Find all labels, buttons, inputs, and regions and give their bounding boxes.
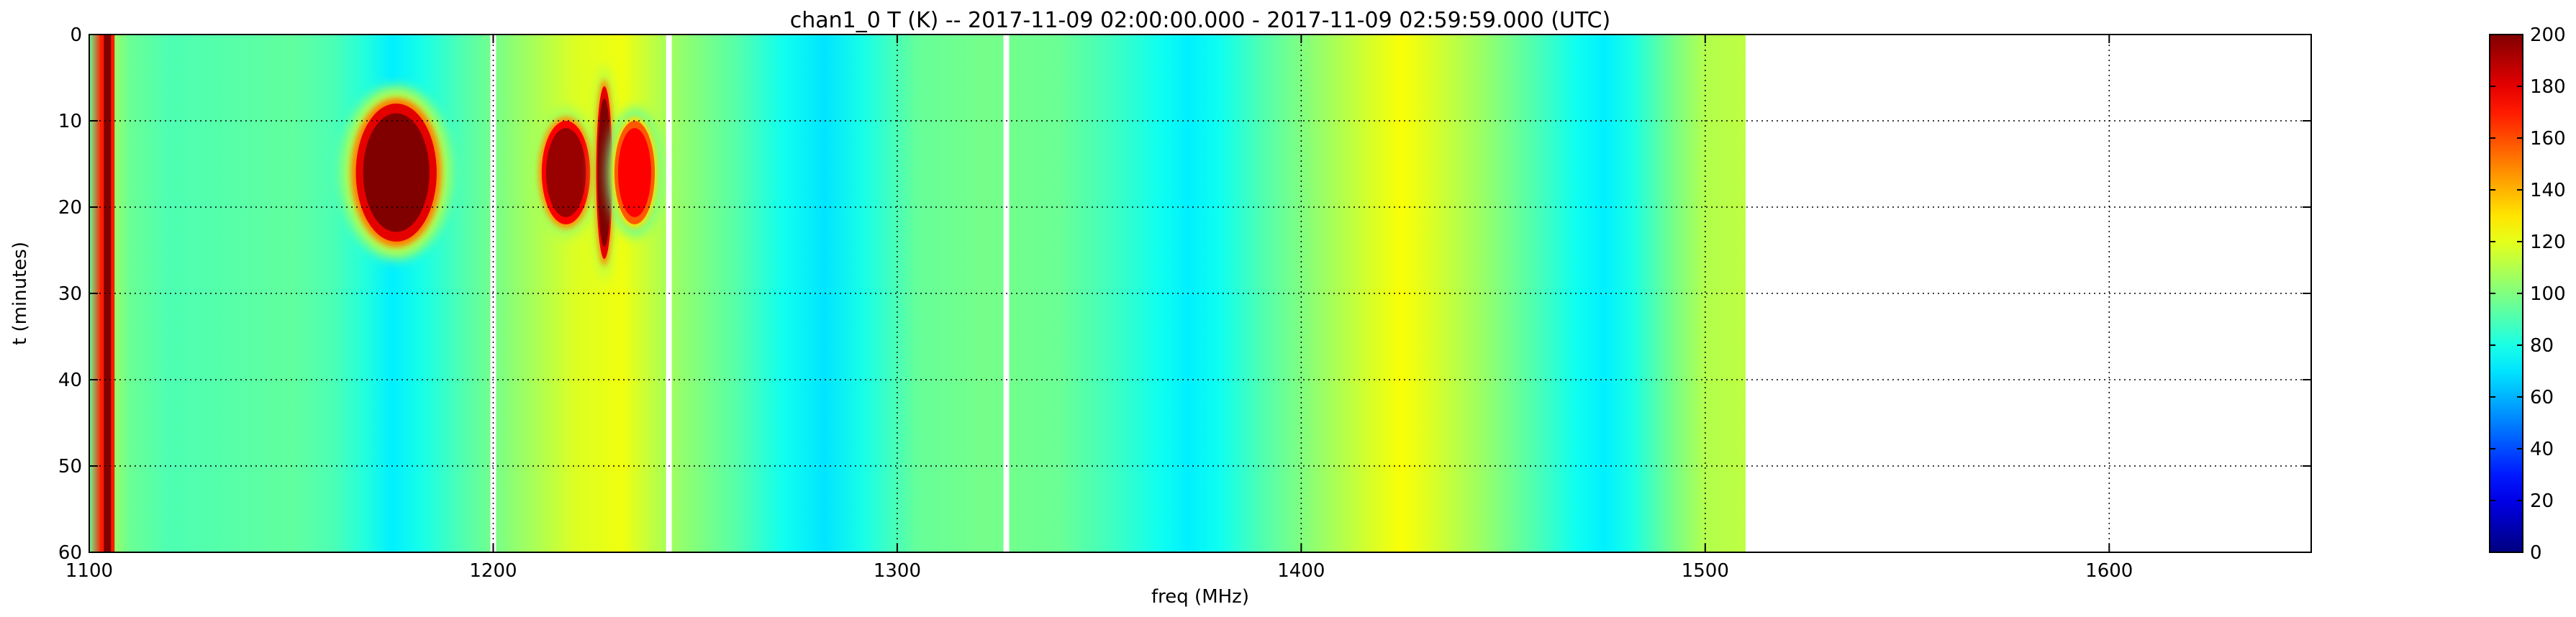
rfi-blob-core (363, 113, 430, 232)
feature-layer (100, 35, 662, 552)
rfi-blob-core (545, 128, 586, 217)
colorbar-tick-label: 100 (2530, 283, 2566, 305)
colorbar-tick-label: 180 (2530, 76, 2566, 98)
colorbar-tick-label: 20 (2530, 490, 2554, 512)
rfi-blob-core (617, 128, 651, 217)
colorbar: 0 20 40 60 80 100 120 140 160 180 200 (2489, 24, 2566, 564)
colorbar-tick-label: 120 (2530, 232, 2566, 253)
x-tick-label: 1400 (1277, 560, 1325, 582)
colorbar-tick-label: 60 (2530, 387, 2554, 408)
y-tick-label: 0 (70, 24, 82, 46)
colorbar-ticks: 0 20 40 60 80 100 120 140 160 180 200 (2490, 24, 2566, 564)
colorbar-tick-label: 200 (2530, 24, 2566, 46)
plot-area (89, 35, 2311, 552)
rfi-blob (593, 65, 616, 280)
y-axis-label: t (minutes) (9, 242, 31, 345)
x-axis: 1100 1200 1300 1400 1500 1600 (65, 35, 2133, 582)
x-tick-label: 1100 (65, 560, 113, 582)
rfi-blob (533, 108, 599, 237)
rfi-blob (341, 86, 451, 259)
grid-layer (89, 35, 2311, 552)
rfi-blob-core (597, 98, 612, 247)
colorbar-tick-label: 160 (2530, 128, 2566, 150)
rfi-blob (607, 108, 662, 237)
y-tick-label: 60 (58, 542, 82, 564)
y-tick-label: 10 (58, 111, 82, 132)
chart-title: chan1_0 T (K) -- 2017-11-09 02:00:00.000… (790, 8, 1610, 33)
colorbar-tick-label: 40 (2530, 439, 2554, 460)
y-tick-label: 20 (58, 197, 82, 219)
spectrum-background (89, 35, 1746, 552)
colorbar-tick-label: 140 (2530, 180, 2566, 201)
x-tick-label: 1600 (2085, 560, 2133, 582)
y-tick-label: 40 (58, 370, 82, 391)
y-tick-label: 50 (58, 456, 82, 477)
colorbar-tick-label: 0 (2530, 542, 2542, 564)
colorbar-tick-label: 80 (2530, 335, 2554, 357)
x-tick-label: 1300 (874, 560, 921, 582)
rfi-line (104, 35, 112, 552)
x-tick-label: 1500 (1682, 560, 1729, 582)
x-axis-label: freq (MHz) (1151, 586, 1249, 608)
y-tick-label: 30 (58, 283, 82, 305)
y-axis: 0 10 20 30 40 50 60 (58, 24, 2311, 564)
x-tick-label: 1200 (469, 560, 517, 582)
